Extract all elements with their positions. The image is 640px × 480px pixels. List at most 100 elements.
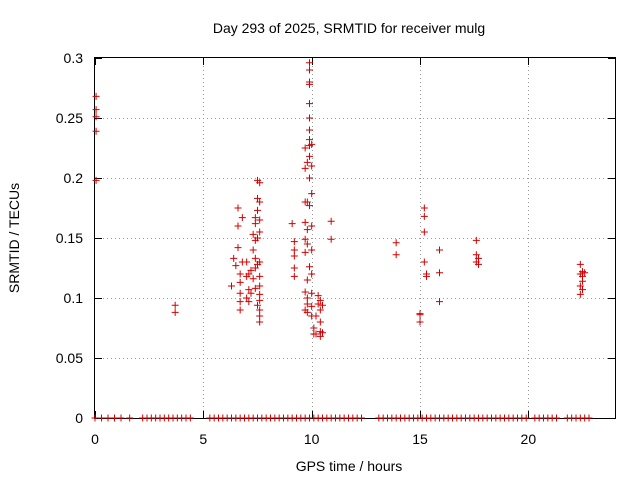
data-point	[303, 198, 311, 206]
data-point	[236, 289, 244, 297]
data-point	[236, 270, 244, 278]
data-point	[251, 264, 259, 272]
data-point	[303, 240, 311, 248]
y-tick-label: 0.05	[56, 350, 83, 366]
data-point	[228, 282, 235, 290]
y-tick-label: 0.3	[64, 50, 84, 66]
data-point	[306, 59, 313, 67]
data-point	[579, 277, 586, 285]
data-point	[290, 252, 298, 260]
data-point	[256, 318, 264, 326]
data-point	[306, 66, 313, 74]
data-point	[236, 298, 244, 306]
data-point	[290, 238, 298, 246]
data-point	[234, 222, 242, 230]
data-point	[256, 179, 264, 187]
data-point	[234, 204, 242, 212]
data-point	[301, 218, 309, 226]
data-point	[581, 269, 589, 277]
data-point	[251, 214, 259, 222]
data-point	[245, 298, 253, 306]
data-point	[475, 260, 482, 268]
data-point	[576, 260, 584, 268]
data-point	[290, 272, 298, 280]
data-point	[312, 330, 320, 338]
data-point	[358, 414, 365, 422]
data-point	[247, 266, 255, 274]
data-point	[117, 414, 125, 422]
grid-lines	[95, 58, 615, 418]
y-axis-title: SRMTID / TECUs	[6, 183, 22, 293]
data-point	[436, 298, 443, 306]
data-point	[306, 136, 313, 144]
data-point	[420, 204, 428, 212]
x-tick-label: 20	[521, 431, 537, 447]
data-point	[306, 126, 313, 134]
data-point	[256, 272, 264, 280]
data-point	[256, 228, 264, 236]
data-point	[230, 254, 238, 262]
data-point	[247, 289, 255, 297]
data-point	[245, 270, 253, 278]
data-point	[416, 311, 424, 319]
chart-title: Day 293 of 2025, SRMTID for receiver mul…	[213, 20, 485, 36]
data-point	[256, 282, 264, 290]
data-point	[290, 246, 298, 254]
data-point	[308, 270, 316, 278]
data-point	[256, 306, 264, 314]
data-point	[306, 114, 313, 122]
data-point	[306, 174, 313, 182]
x-tick-label: 5	[199, 431, 207, 447]
data-point	[92, 106, 100, 114]
tick-labels: 0 0.05 0.1 0.15 0.2 0.25 0.3 0 5 10 15 20	[56, 50, 537, 447]
data-point	[303, 300, 311, 308]
data-point	[301, 248, 309, 256]
data-point	[308, 140, 316, 148]
data-point	[254, 234, 261, 242]
data-point	[303, 294, 311, 302]
data-point	[310, 324, 318, 332]
data-point	[236, 306, 244, 314]
data-point	[91, 414, 99, 422]
data-point	[585, 414, 593, 422]
data-point	[256, 312, 264, 320]
data-point	[308, 162, 316, 170]
data-point	[436, 246, 443, 254]
data-point	[249, 230, 257, 238]
data-point	[553, 414, 560, 422]
data-point	[576, 290, 584, 298]
data-point	[319, 301, 326, 309]
data-point	[306, 263, 313, 271]
data-point	[472, 236, 480, 244]
data-point	[420, 212, 428, 220]
data-point	[301, 288, 309, 296]
data-point	[256, 198, 264, 206]
data-point	[92, 176, 100, 184]
data-point	[92, 92, 100, 100]
data-point	[92, 127, 100, 135]
y-tick-label: 0.2	[64, 170, 84, 186]
data-point	[171, 301, 179, 309]
data-point	[111, 414, 118, 422]
data-point	[420, 228, 428, 236]
data-point	[475, 254, 482, 262]
data-point	[301, 164, 309, 172]
data-point	[303, 226, 311, 234]
data-point	[234, 244, 242, 252]
data-point	[98, 414, 105, 422]
y-tick-label: 0.25	[56, 110, 83, 126]
data-point	[420, 258, 428, 266]
data-point	[308, 190, 316, 198]
data-point	[256, 258, 264, 266]
data-point	[254, 301, 261, 309]
x-tick-label: 10	[304, 431, 320, 447]
data-point	[126, 414, 134, 422]
data-point	[186, 414, 194, 422]
data-point	[290, 264, 298, 272]
data-point	[319, 329, 326, 337]
data-point	[308, 289, 316, 297]
data-point	[251, 220, 259, 228]
data-point	[314, 300, 322, 308]
data-point	[522, 414, 530, 422]
